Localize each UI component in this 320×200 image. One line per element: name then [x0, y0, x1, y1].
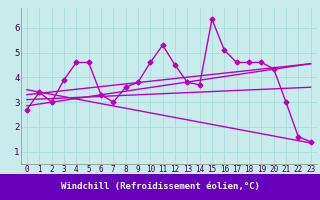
Text: Windchill (Refroidissement éolien,°C): Windchill (Refroidissement éolien,°C) [60, 182, 260, 192]
